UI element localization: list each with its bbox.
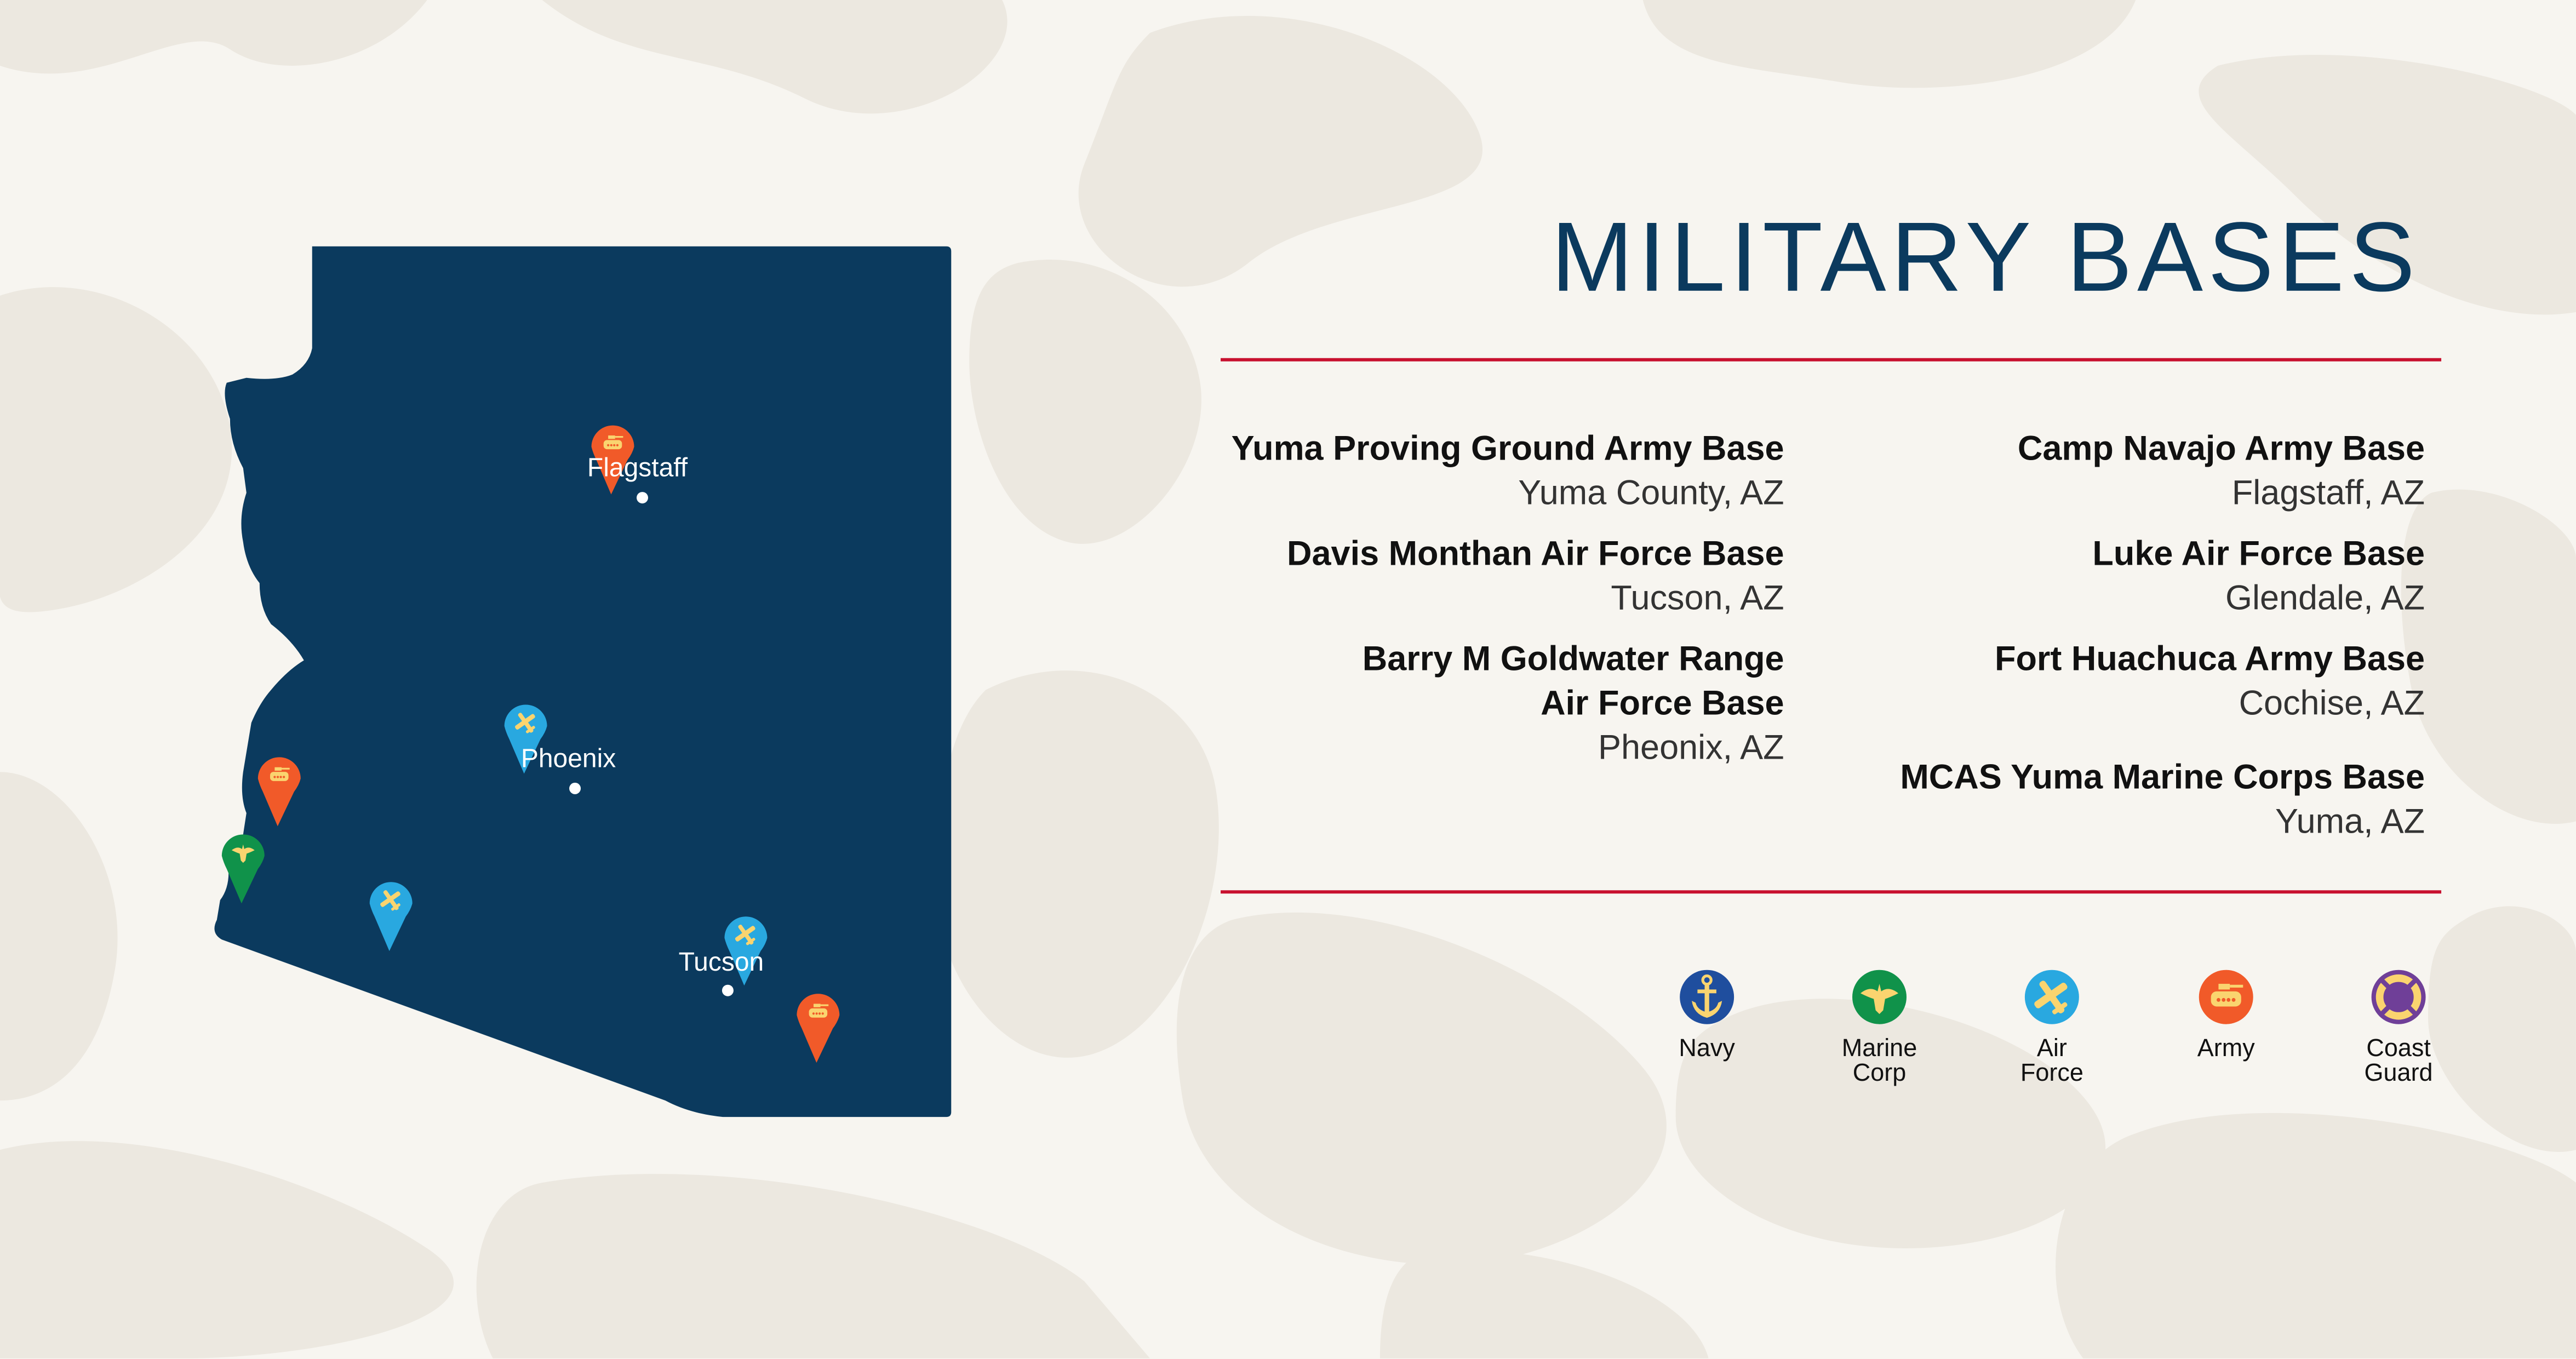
base-location: Tucson, AZ [1611,580,1784,618]
map-pin-airforce[interactable] [369,882,413,951]
legend-label: Marine [1841,1035,1917,1063]
legend-item-coastguard: Coast Guard [2333,969,2464,1086]
eagle-icon [1852,970,1907,1024]
map-pin-airforce[interactable] [724,916,768,986]
base-entry: Luke Air Force Base Glendale, AZ [1900,532,2425,621]
base-entry: MCAS Yuma Marine Corps Base Yuma, AZ [1900,755,2425,844]
divider-bottom [1221,890,2442,893]
base-name: Barry M Goldwater Range [1362,640,1784,679]
anchor-icon [1680,970,1734,1024]
legend-label: Army [2197,1035,2255,1063]
base-location: Cochise, AZ [2239,685,2425,723]
airplane-icon [2024,970,2079,1024]
page-title: MILITARY BASES [1551,202,2420,312]
legend-label-line2: Guard [2364,1059,2433,1088]
lifebuoy-icon [2371,970,2426,1024]
bases-list-right: Camp Navajo Army Base Flagstaff, AZ Luke … [1900,427,2425,861]
map-pin-airforce[interactable] [504,704,547,774]
city-dot-phoenix [569,782,581,794]
base-location: Flagstaff, AZ [2231,474,2425,513]
legend-label: Navy [1679,1035,1735,1063]
city-label-flagstaff: Flagstaff [587,455,688,483]
base-name: Camp Navajo Army Base [2017,430,2425,468]
legend-item-marine: Marine Corp [1814,969,1945,1086]
legend-label: Coast [2366,1035,2431,1063]
tank-icon [2199,970,2253,1024]
base-entry: Davis Monthan Air Force Base Tucson, AZ [1232,532,1784,621]
divider-top [1221,358,2442,361]
base-location: Glendale, AZ [2225,580,2425,618]
base-entry: Yuma Proving Ground Army Base Yuma County… [1232,427,1784,516]
map-pin-army[interactable] [591,425,634,495]
map-pin-marine[interactable] [221,834,265,904]
base-name: Yuma Proving Ground Army Base [1231,430,1784,468]
map-pin-army[interactable] [797,994,840,1063]
city-dot-tucson [722,984,734,996]
legend-label-line2: Corp [1852,1059,1907,1088]
arizona-state-shape [214,246,952,1117]
base-location: Yuma, AZ [2275,803,2425,841]
base-name-line2: Air Force Base [1541,685,1784,723]
legend-item-army: Army [2160,969,2292,1061]
city-dot-flagstaff [636,492,648,504]
base-name: Fort Huachuca Army Base [1994,640,2425,679]
base-name: MCAS Yuma Marine Corps Base [1900,759,2425,797]
city-label-phoenix: Phoenix [520,746,616,774]
base-location: Yuma County, AZ [1518,474,1784,513]
bases-list-left: Yuma Proving Ground Army Base Yuma County… [1232,427,1784,787]
base-name: Luke Air Force Base [2092,535,2425,574]
legend-label-line2: Force [2020,1059,2083,1088]
base-location: Pheonix, AZ [1598,729,1784,767]
map-pin-army[interactable] [257,757,301,827]
base-name: Davis Monthan Air Force Base [1287,535,1784,574]
city-markers [569,492,734,996]
legend-item-airforce: Air Force [1986,969,2117,1086]
legend-item-navy: Navy [1641,969,1773,1061]
base-entry: Fort Huachuca Army Base Cochise, AZ [1900,637,2425,726]
legend-label: Air [2036,1035,2067,1063]
base-entry: Camp Navajo Army Base Flagstaff, AZ [1900,427,2425,516]
base-entry: Barry M Goldwater Range Air Force Base Phe… [1232,637,1784,770]
city-label-tucson: Tucson [678,949,764,978]
